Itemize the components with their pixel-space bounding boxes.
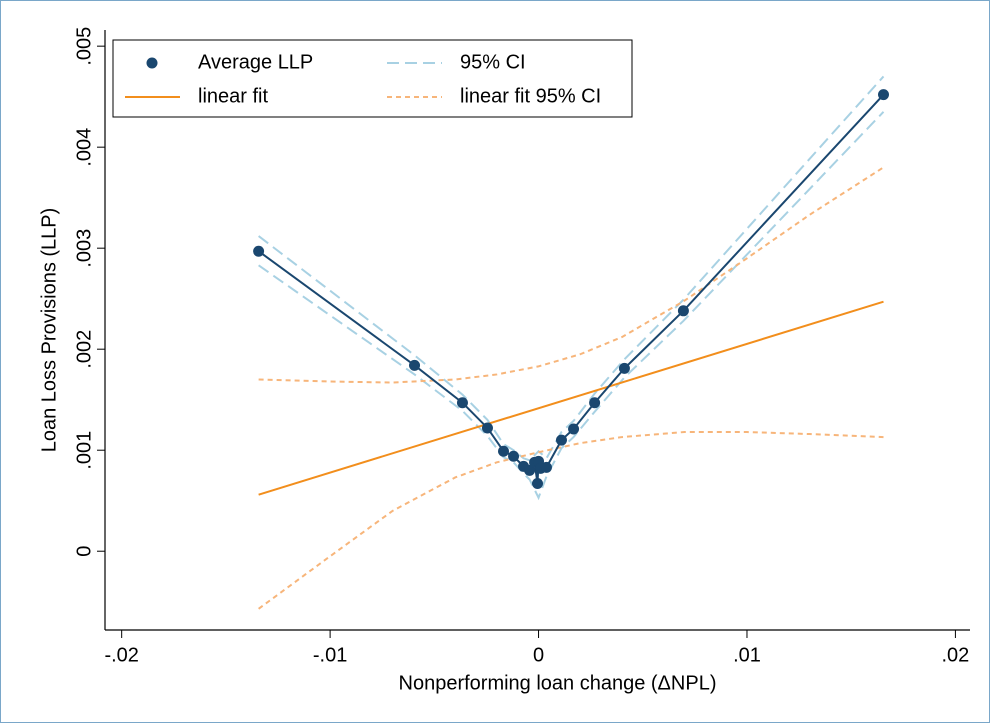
data-point <box>456 397 468 409</box>
x-tick-label: .02 <box>942 644 970 666</box>
data-point <box>589 397 601 409</box>
x-tick-label: -.02 <box>104 644 138 666</box>
legend-label: 95% CI <box>460 51 526 73</box>
y-tick-label: 0 <box>73 546 95 557</box>
data-point <box>568 423 580 435</box>
y-tick-label: .002 <box>73 330 95 369</box>
data-point <box>524 464 536 476</box>
data-point <box>508 450 520 462</box>
x-tick-label: .01 <box>733 644 761 666</box>
data-point <box>481 422 493 434</box>
legend-label: Average LLP <box>198 51 313 73</box>
y-tick-label: .004 <box>73 128 95 167</box>
y-tick-label: .003 <box>73 229 95 268</box>
data-point <box>555 434 567 446</box>
legend-marker <box>146 57 158 69</box>
data-point <box>540 461 552 473</box>
data-point <box>253 245 265 257</box>
x-axis-label: Nonperforming loan change (ΔNPL) <box>399 672 717 694</box>
legend-label: linear fit 95% CI <box>460 85 601 107</box>
y-tick-label: .005 <box>73 27 95 66</box>
data-point <box>618 362 630 374</box>
data-point <box>677 305 689 317</box>
ci-line <box>258 75 885 462</box>
y-axis-label: Loan Loss Provisions (LLP) <box>38 208 60 453</box>
y-tick-label: .001 <box>73 431 95 470</box>
data-point <box>532 478 543 490</box>
x-tick-label: -.01 <box>313 644 347 666</box>
data-point <box>498 445 510 457</box>
legend-box <box>112 39 633 118</box>
data-point <box>409 359 421 371</box>
data-point <box>878 89 889 101</box>
ci-line <box>258 111 885 501</box>
x-tick-label: 0 <box>533 644 544 666</box>
fit-line <box>258 300 884 496</box>
ci-line <box>258 431 884 610</box>
legend-label: linear fit <box>198 85 268 107</box>
